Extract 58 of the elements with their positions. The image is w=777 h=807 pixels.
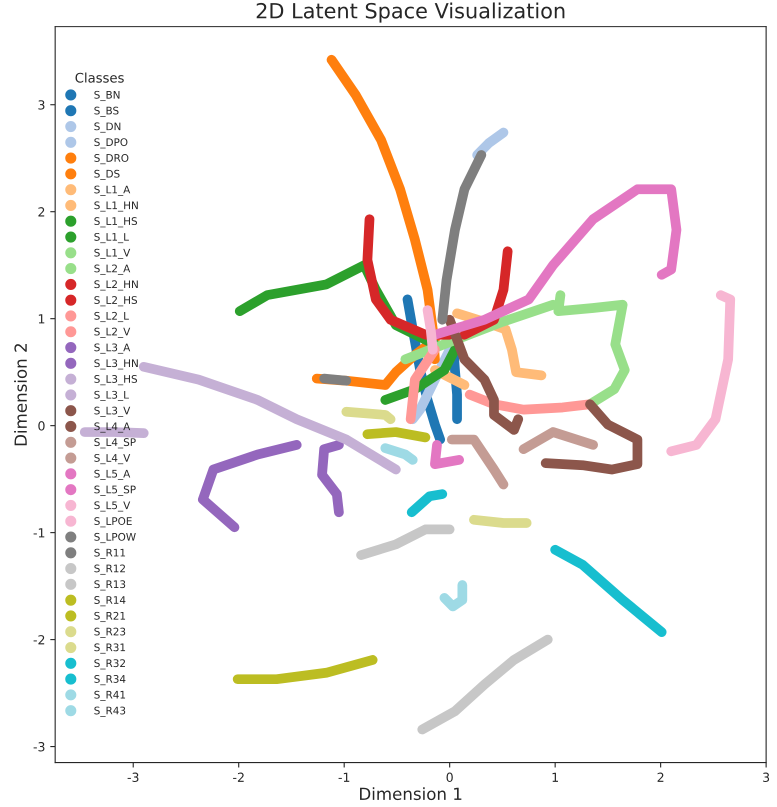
legend-label: S_R14 xyxy=(94,596,126,606)
legend-label: S_L2_HN xyxy=(94,280,138,290)
legend-label: S_L1_L xyxy=(94,232,129,244)
legend-label: S_R11 xyxy=(94,548,126,559)
legend-label: S_R32 xyxy=(94,659,125,670)
legend-label: S_L3_A xyxy=(94,343,130,354)
x-tick-label: 3 xyxy=(763,772,770,782)
y-tick-label: -1 xyxy=(34,528,44,538)
y-tick-label: 3 xyxy=(38,100,44,110)
legend-label: S_L3_HS xyxy=(94,375,138,386)
x-tick-label: 1 xyxy=(552,772,558,782)
legend-label: S_L5_SP xyxy=(94,486,136,496)
legend-label: S_LPOW xyxy=(94,532,136,544)
legend-label: S_R23 xyxy=(94,628,126,638)
y-tick-label: 0 xyxy=(38,421,45,431)
legend-label: S_L5_A xyxy=(94,470,130,480)
legend-label: S_R21 xyxy=(94,612,126,622)
legend-label: S_R12 xyxy=(94,564,125,575)
legend-label: S_R13 xyxy=(94,580,126,590)
legend-label: S_L2_V xyxy=(94,328,130,338)
legend-label: S_LPOE xyxy=(94,517,132,528)
legend-label: S_L4_A xyxy=(94,422,130,433)
legend-label: S_L2_A xyxy=(94,264,130,275)
x-tick-label: 0 xyxy=(446,772,453,782)
legend-label: S_BN xyxy=(94,90,120,102)
y-tick-label: -2 xyxy=(34,635,44,644)
legend-label: S_DN xyxy=(94,122,120,133)
legend-label: S_L4_SP xyxy=(94,438,136,448)
legend-label: S_R31 xyxy=(94,643,126,654)
legend-label: S_L2_L xyxy=(94,312,129,322)
legend-label: S_DS xyxy=(94,170,120,180)
x-tick-label: -2 xyxy=(233,772,244,782)
legend-label: S_L1_A xyxy=(94,186,130,196)
y-tick-label: -3 xyxy=(34,742,44,752)
legend-label: S_DRO xyxy=(94,154,128,164)
legend-label: S_R43 xyxy=(94,706,126,717)
legend-title: Classes xyxy=(75,72,124,83)
x-tick-label: -1 xyxy=(338,772,350,782)
y-tick-label: 2 xyxy=(38,207,44,216)
legend-label: S_L1_V xyxy=(94,248,130,259)
legend-label: S_L3_HN xyxy=(94,359,138,370)
y-tick-label: 1 xyxy=(38,314,44,324)
x-tick-label: -3 xyxy=(128,772,138,782)
legend-label: S_L2_HS xyxy=(94,296,138,306)
x-tick-label: 2 xyxy=(658,772,664,782)
legend-label: S_R34 xyxy=(94,675,126,686)
y-axis-title: Dimension 2 xyxy=(14,344,27,446)
legend-label: S_DPO xyxy=(94,138,128,148)
chart-title: 2D Latent Space Visualization xyxy=(256,2,564,23)
legend-label: S_L5_V xyxy=(94,501,130,512)
legend-label: S_L1_HS xyxy=(94,217,138,228)
legend-label: S_L1_HN xyxy=(94,201,138,212)
x-axis-title: Dimension 1 xyxy=(360,787,462,800)
legend-label: S_L4_V xyxy=(94,454,130,464)
legend-label: S_L3_L xyxy=(94,390,129,402)
legend-label: S_R41 xyxy=(94,690,126,701)
legend-label: S_BS xyxy=(94,106,119,117)
legend-label: S_L3_V xyxy=(94,406,130,417)
